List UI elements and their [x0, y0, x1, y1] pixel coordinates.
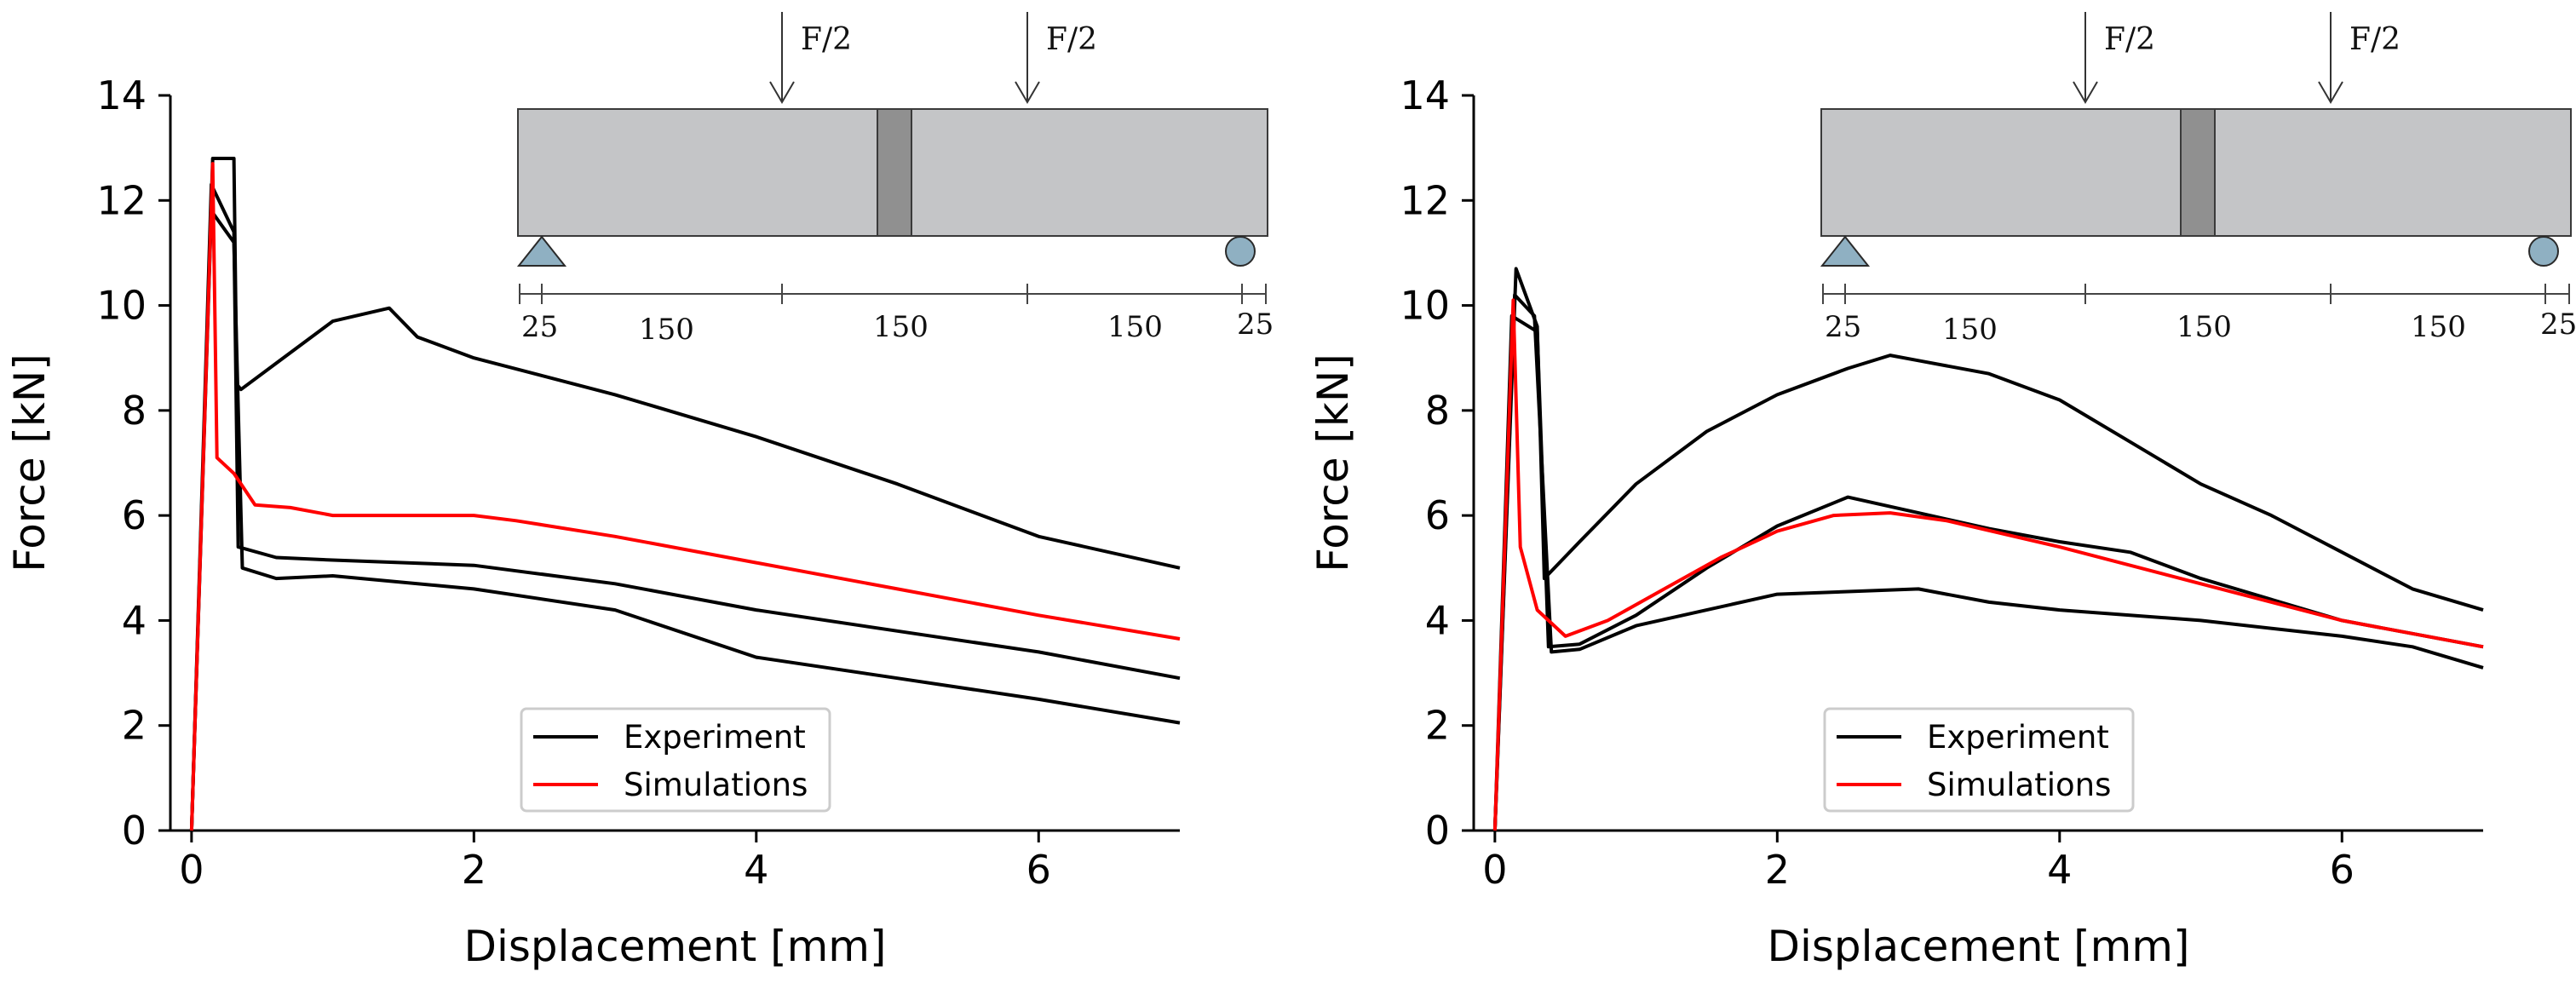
- x-tick-label: 4: [744, 847, 768, 893]
- y-tick-label: 14: [96, 72, 147, 118]
- pin-support: [516, 235, 567, 267]
- experiment-line-1: [1492, 267, 2484, 831]
- y-tick-label: 4: [122, 597, 147, 643]
- legend-frame: [520, 707, 831, 813]
- x-tick-label: 6: [2330, 847, 2355, 893]
- y-tick-label: 6: [122, 492, 147, 538]
- legend-frame: [1823, 707, 2135, 813]
- roller-support: [1225, 236, 1256, 267]
- load-arrowhead: [769, 81, 795, 104]
- y-tick-label: 2: [1425, 703, 1450, 749]
- simulation-line: [189, 162, 1181, 831]
- load-label: F/2: [2349, 22, 2401, 57]
- y-axis-label: Force [kN]: [5, 354, 55, 572]
- x-tick-label: 0: [1482, 847, 1507, 893]
- dimension-label: 150: [639, 313, 694, 347]
- dimension-label: 150: [2176, 310, 2232, 344]
- x-tick-label: 2: [462, 847, 486, 893]
- y-tick-label: 12: [96, 177, 147, 223]
- y-tick-label: 0: [122, 808, 147, 854]
- experiment-line-3: [189, 209, 1181, 831]
- chart-panel-left: F/2 F/2 25 150 150 150 25 0 2 4 6 8 10 12 14 0 2 4 6 Displa…: [5, 12, 1274, 971]
- y-tick-label: 12: [1400, 177, 1450, 223]
- y-tick-label: 10: [96, 283, 147, 329]
- dimension-label: 150: [873, 310, 929, 344]
- dimension-label: 25: [521, 310, 558, 344]
- load-label: F/2: [2104, 22, 2155, 57]
- roller-support: [2528, 236, 2559, 267]
- dimension-label: 150: [1942, 313, 1998, 347]
- beam-inset: F/2 F/2 25 150 150 150 25: [516, 12, 1274, 347]
- dimension-label: 150: [2411, 310, 2466, 344]
- load-label: F/2: [801, 22, 852, 57]
- y-tick-label: 14: [1400, 72, 1450, 118]
- x-tick-label: 0: [179, 847, 204, 893]
- beam-notch: [877, 108, 912, 237]
- x-tick-label: 2: [1765, 847, 1790, 893]
- x-tick-label: 6: [1026, 847, 1051, 893]
- y-tick-label: 8: [1425, 388, 1450, 434]
- legend: Experiment Simulations: [520, 707, 831, 813]
- y-tick-label: 10: [1400, 283, 1450, 329]
- experiment-line-3: [1492, 293, 2484, 831]
- beam-inset: F/2 F/2 25 150 150 150 25: [1820, 12, 2576, 347]
- y-tick-label: 0: [1425, 808, 1450, 854]
- load-label: F/2: [1046, 22, 1097, 57]
- y-tick-label: 6: [1425, 492, 1450, 538]
- experiment-line-2: [189, 182, 1181, 831]
- y-tick-label: 2: [122, 703, 147, 749]
- legend: Experiment Simulations: [1823, 707, 2135, 813]
- beam-notch: [2180, 108, 2216, 237]
- y-tick-label: 8: [122, 388, 147, 434]
- x-axis-label: Displacement [mm]: [463, 922, 886, 971]
- chart-panel-right: F/2 F/2 25 150 150 150 25 0 2 4 6 8 10 12 14 0 2 4 6 Displa…: [1308, 12, 2576, 971]
- simulation-line: [1492, 298, 2484, 831]
- load-arrowhead: [2073, 81, 2098, 104]
- legend-label: Experiment: [1927, 719, 2109, 756]
- x-axis-label: Displacement [mm]: [1767, 922, 2189, 971]
- dimension-label: 25: [1825, 310, 1861, 344]
- dimension-label: 25: [1237, 308, 1274, 342]
- legend-label: Simulations: [624, 767, 808, 803]
- dimension-label: 25: [2540, 308, 2576, 342]
- y-tick-label: 4: [1425, 597, 1450, 643]
- dimension-label: 150: [1107, 310, 1163, 344]
- load-arrowhead: [1015, 81, 1040, 104]
- load-arrowhead: [2318, 81, 2343, 104]
- legend-label: Simulations: [1927, 767, 2111, 803]
- y-axis-label: Force [kN]: [1308, 354, 1358, 572]
- pin-support: [1820, 235, 1871, 267]
- legend-label: Experiment: [624, 719, 806, 756]
- x-tick-label: 4: [2047, 847, 2072, 893]
